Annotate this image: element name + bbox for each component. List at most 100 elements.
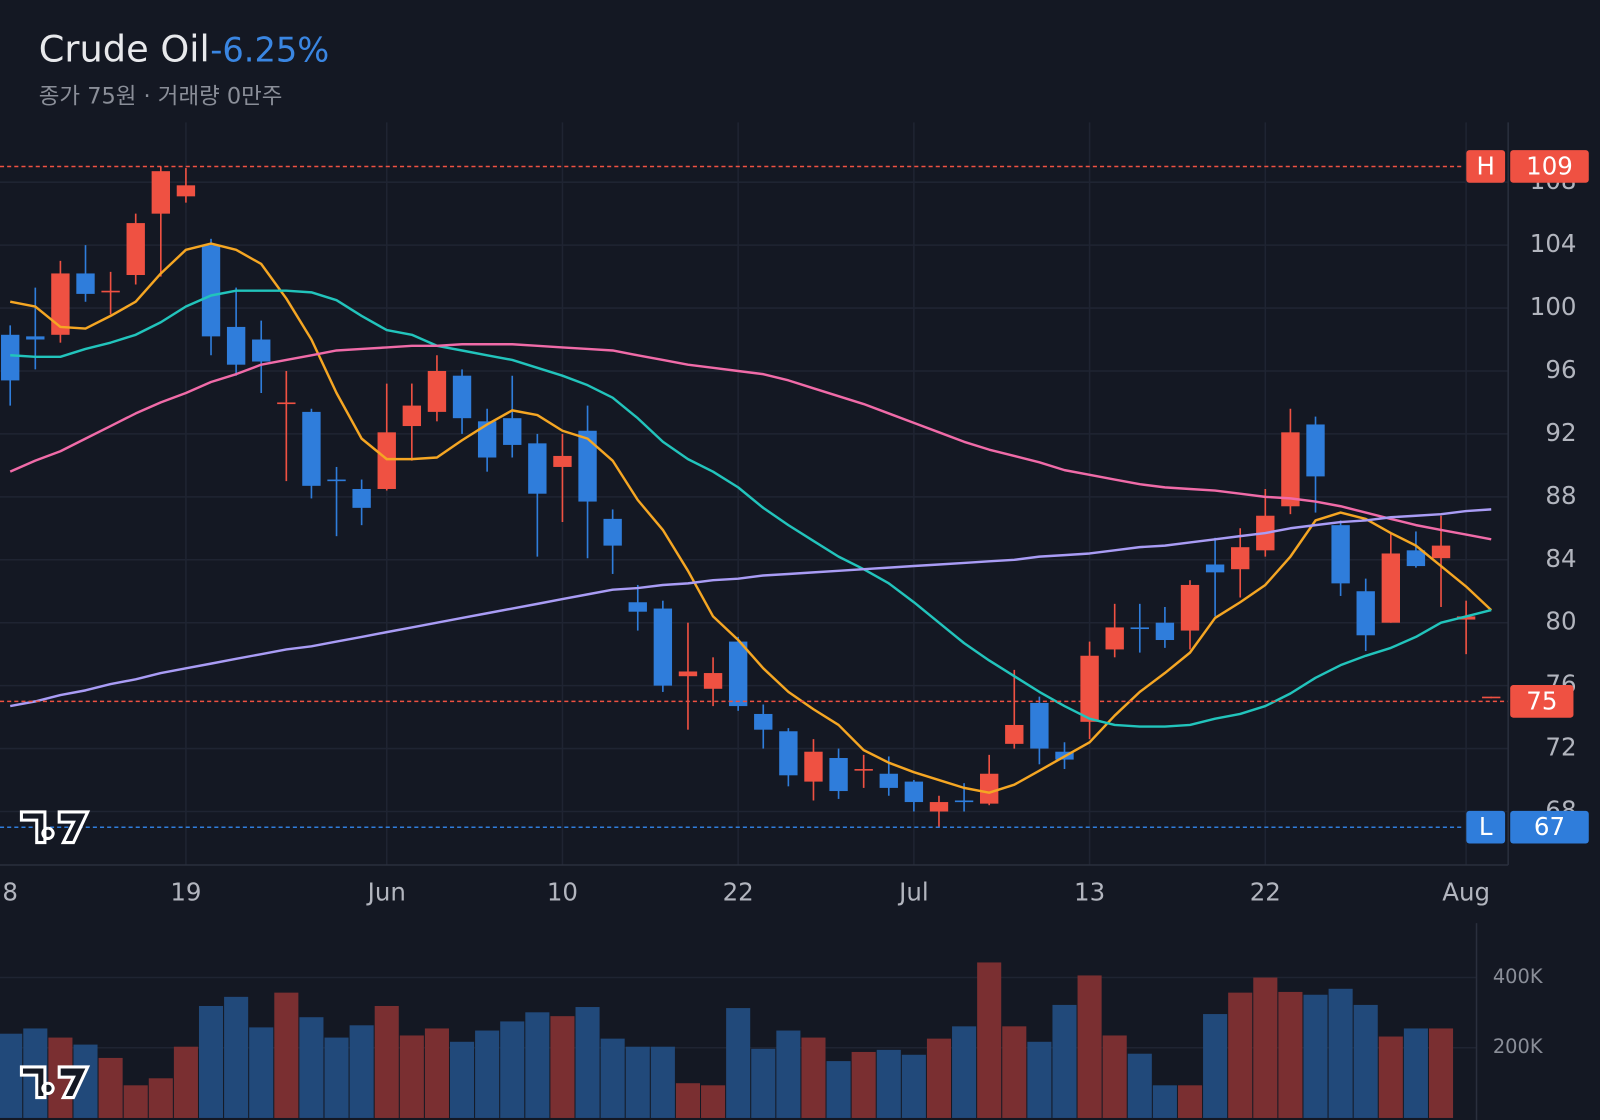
volume-bar: [475, 1030, 500, 1118]
candle-body: [226, 326, 246, 365]
moving-average-line: [9, 343, 1492, 541]
candle-body: [176, 185, 196, 197]
volume-tick-label: 200K: [1493, 1035, 1544, 1058]
x-tick-label: 22: [723, 878, 754, 907]
price-change: -6.25%: [210, 31, 329, 70]
volume-bar: [1203, 1014, 1228, 1118]
candle-body: [1180, 584, 1200, 631]
candle-body: [578, 430, 597, 502]
candle-body: [954, 800, 974, 803]
volume-bar: [600, 1038, 625, 1118]
candle-body: [929, 802, 949, 812]
marker-value-box: [1510, 685, 1574, 718]
x-tick-label: 8: [2, 878, 18, 907]
volume-bar: [249, 1027, 274, 1118]
candle-body: [252, 339, 271, 362]
volume-bar: [751, 1048, 776, 1118]
volume-bar: [1052, 1004, 1077, 1118]
plot: [0, 166, 1501, 1118]
candle-body: [126, 223, 145, 276]
volume-bar: [1152, 1085, 1177, 1118]
candle-body: [678, 671, 698, 677]
volume-bar: [424, 1028, 449, 1118]
candle-body: [1356, 591, 1375, 636]
volume-bar: [726, 1008, 751, 1118]
marker-letter-box: [1466, 150, 1506, 183]
volume-bar: [901, 1054, 926, 1118]
marker-value: 75: [1526, 686, 1557, 715]
moving-average-line: [9, 508, 1492, 708]
candle-body: [1155, 622, 1175, 641]
candle-body: [703, 673, 723, 689]
y-tick-label: 96: [1545, 355, 1576, 384]
candle-body: [1231, 547, 1250, 570]
candle-body: [302, 411, 321, 486]
volume-bar: [500, 1021, 525, 1118]
candle-body: [854, 769, 873, 771]
chart-subtitle: 종가 75원 · 거래량 0만주: [39, 83, 283, 109]
candle-body: [1080, 655, 1099, 722]
volume-bar: [675, 1083, 700, 1118]
candle-body: [477, 421, 497, 458]
volume-bar: [550, 1016, 575, 1118]
volume-bar: [374, 1005, 399, 1118]
volume-bar: [1403, 1028, 1428, 1118]
volume-bar: [98, 1057, 123, 1118]
volume-bar: [1378, 1036, 1403, 1118]
volume-bar: [977, 962, 1002, 1118]
candle-body: [528, 443, 547, 494]
volume-bar: [324, 1037, 349, 1118]
volume-bar: [1002, 1026, 1027, 1118]
candle-body: [1030, 702, 1049, 749]
volume-bar: [123, 1085, 148, 1118]
x-tick-label: Jun: [366, 878, 406, 907]
volume-bar: [650, 1046, 675, 1118]
volume-bar: [399, 1035, 424, 1118]
volume-bar: [525, 1012, 550, 1118]
marker-letter: L: [1479, 812, 1493, 841]
candle-body: [452, 375, 472, 419]
volume-bar: [349, 1025, 374, 1118]
candle-body: [628, 602, 647, 612]
volume-bar: [776, 1030, 801, 1118]
volume-bar: [625, 1046, 650, 1118]
candle-body: [402, 405, 422, 427]
volume-bar: [701, 1085, 726, 1118]
marker-value-box: [1510, 150, 1589, 183]
volume-bar: [1127, 1053, 1152, 1118]
volume-bar: [801, 1037, 826, 1118]
candle-body: [76, 273, 95, 294]
volume-bar: [450, 1041, 475, 1118]
candle-body: [1281, 432, 1300, 507]
candle-body: [1, 334, 20, 381]
candle-body: [1381, 553, 1400, 623]
candle-body: [51, 273, 70, 335]
x-tick-label: Aug: [1442, 878, 1490, 907]
marker-value: 109: [1526, 151, 1573, 180]
y-tick-label: 104: [1530, 229, 1577, 258]
candle-body: [26, 336, 45, 340]
marker-letter-box: [1466, 810, 1506, 844]
candle-body: [1306, 424, 1325, 477]
logo: [19, 810, 91, 845]
y-tick-label: 92: [1545, 418, 1576, 447]
candle-body: [553, 455, 572, 467]
y-tick-label: 80: [1545, 607, 1576, 636]
x-tick-label: 13: [1074, 878, 1105, 907]
volume-bar: [876, 1049, 901, 1118]
candle-body: [1331, 525, 1350, 584]
candle-body: [804, 751, 823, 782]
grid: 6872768084889296100104108819Jun1022Jul13…: [0, 122, 1577, 1058]
volume-bar: [1027, 1041, 1052, 1118]
candle-body: [904, 781, 924, 803]
volume-bar: [0, 1033, 23, 1118]
volume-bar: [198, 1005, 224, 1118]
volume-bar: [826, 1061, 851, 1118]
candle-body: [277, 402, 296, 405]
candle-body: [829, 758, 848, 792]
candle-body: [1456, 616, 1476, 620]
x-tick-label: 10: [547, 878, 578, 907]
candle-body: [653, 608, 673, 686]
